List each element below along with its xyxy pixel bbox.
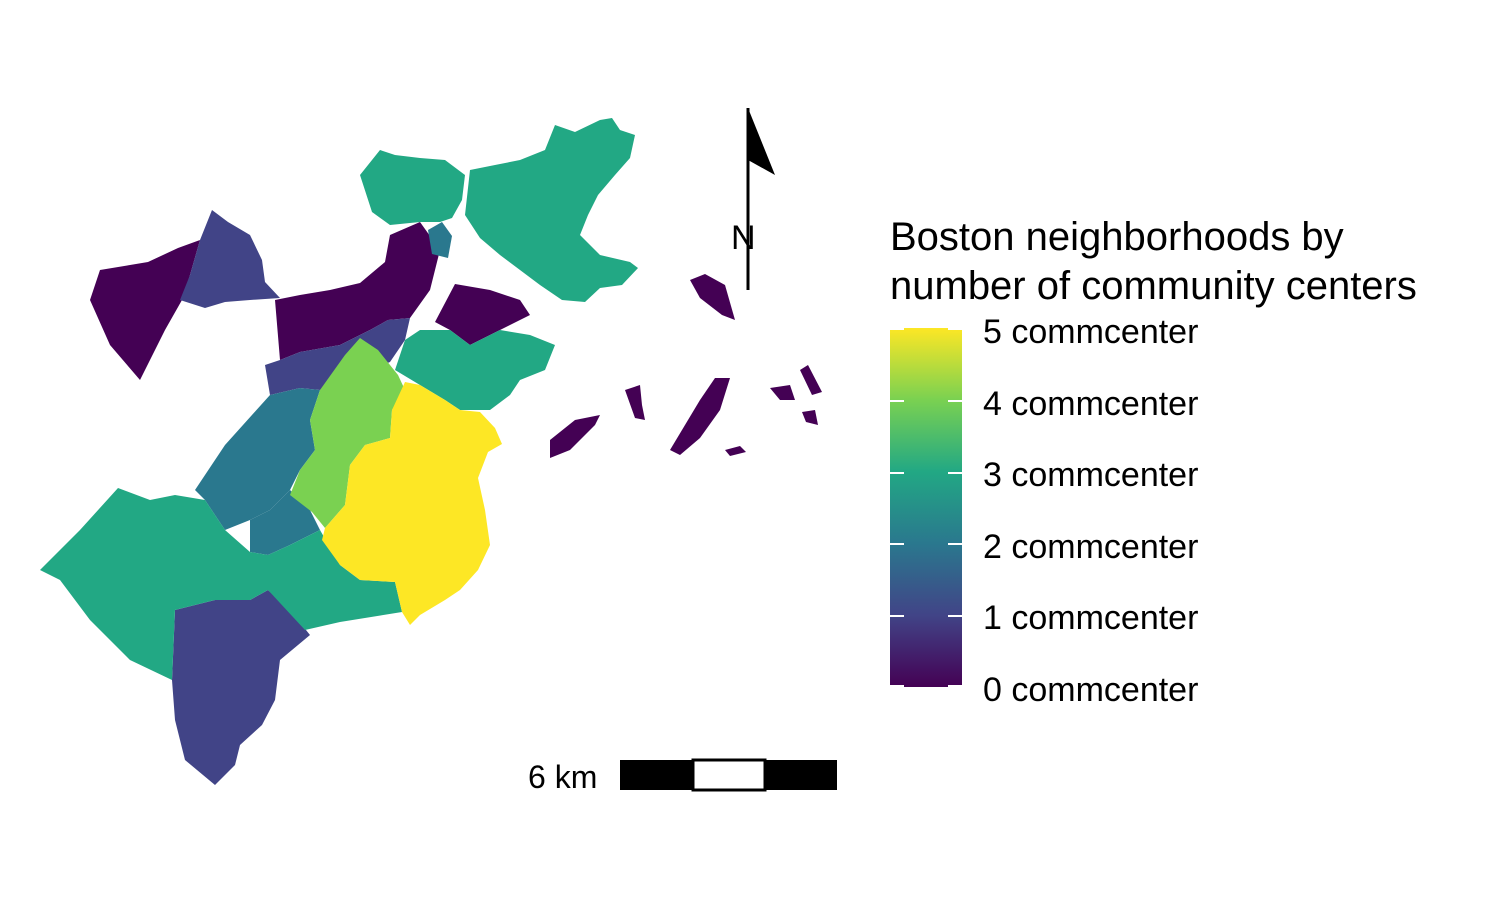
legend-title-line-2: number of community centers	[890, 264, 1417, 308]
legend-tick	[890, 472, 904, 474]
island-6	[800, 365, 822, 395]
neighborhood-south-boston-waterfront	[435, 284, 530, 345]
legend-tick	[948, 472, 962, 474]
legend-label-3: 3 commcenter	[983, 456, 1199, 494]
north-arrow-icon	[746, 108, 775, 290]
neighborhood-jamaica-plain	[195, 388, 320, 530]
scale-bar-label: 6 km	[528, 759, 598, 795]
island-3	[625, 385, 645, 420]
neighborhood-dorchester	[322, 382, 502, 625]
neighborhood-hyde-park	[172, 590, 310, 785]
legend-label-0: 0 commcenter	[983, 671, 1199, 709]
neighborhood-allston	[180, 210, 280, 308]
island-2	[550, 415, 600, 458]
legend-tick	[948, 615, 962, 617]
legend-tick	[948, 685, 962, 687]
island-4	[670, 378, 730, 455]
island-5	[770, 385, 795, 400]
legend-label-1: 1 commcenter	[983, 599, 1199, 637]
legend-label-5: 5 commcenter	[983, 313, 1199, 351]
neighborhood-charlestown	[360, 150, 465, 225]
legend-color-bar	[890, 328, 962, 687]
legend-tick	[948, 328, 962, 330]
neighborhood-charlestown-backbay	[275, 222, 440, 360]
legend-tick	[948, 400, 962, 402]
island-1	[690, 274, 735, 320]
legend-tick	[890, 543, 904, 545]
island-7	[802, 410, 818, 425]
neighborhood-roxbury	[290, 338, 405, 528]
neighborhood-fenway	[265, 318, 410, 395]
neighborhood-east-boston-point	[428, 222, 452, 258]
legend-title: Boston neighborhoods by number of commun…	[890, 213, 1500, 311]
neighborhood-east-boston	[465, 118, 638, 302]
legend-label-2: 2 commcenter	[983, 528, 1199, 566]
legend-label-4: 4 commcenter	[983, 385, 1199, 423]
neighborhood-brighton	[90, 240, 200, 380]
legend-title-line-1: Boston neighborhoods by	[890, 215, 1344, 259]
island-8	[725, 446, 746, 456]
legend-tick	[890, 400, 904, 402]
legend-tick	[890, 615, 904, 617]
scale-bar	[620, 758, 837, 792]
legend-tick	[890, 328, 904, 330]
neighborhood-west-roxbury	[40, 488, 402, 680]
north-arrow-label: N	[731, 219, 756, 257]
legend-tick	[890, 685, 904, 687]
neighborhood-south-end	[395, 330, 555, 410]
legend-tick	[948, 543, 962, 545]
